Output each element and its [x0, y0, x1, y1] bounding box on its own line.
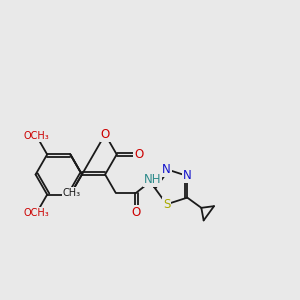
- Text: S: S: [163, 198, 170, 211]
- Text: OCH₃: OCH₃: [24, 131, 50, 141]
- Text: O: O: [132, 206, 141, 219]
- Text: CH₃: CH₃: [62, 188, 81, 198]
- Text: NH: NH: [144, 173, 161, 186]
- Text: O: O: [100, 128, 110, 141]
- Text: O: O: [134, 148, 143, 161]
- Text: N: N: [183, 169, 192, 182]
- Text: OCH₃: OCH₃: [24, 208, 50, 218]
- Text: N: N: [162, 163, 171, 176]
